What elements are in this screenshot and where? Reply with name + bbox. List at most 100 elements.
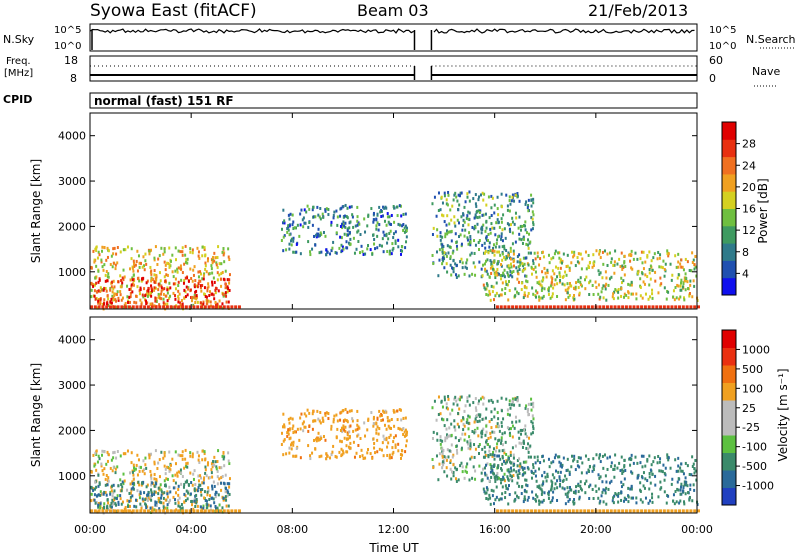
power-echo-cell (489, 292, 492, 296)
velocity-echo-cell (670, 482, 673, 486)
power-echo-cell (150, 305, 154, 309)
velocity-echo-cell (358, 426, 361, 430)
velocity-echo-cell (180, 502, 183, 506)
velocity-echo-cell (130, 451, 133, 455)
velocity-echo-cell (321, 416, 324, 420)
power-echo-cell (381, 244, 384, 248)
velocity-echo-cell (516, 399, 519, 403)
power-echo-cell (91, 283, 94, 287)
velocity-echo-cell (164, 472, 167, 476)
velocity-echo-cell (651, 496, 654, 500)
velocity-echo-cell (200, 493, 203, 497)
velocity-echo-cell (488, 479, 491, 483)
power-echo-cell (174, 294, 177, 298)
power-echo-cell (287, 228, 290, 232)
power-echo-cell (584, 250, 587, 254)
power-echo-cell (342, 222, 345, 226)
y-tick-label: 2000 (58, 220, 86, 233)
power-echo-cell (139, 305, 143, 309)
velocity-echo-cell (215, 467, 218, 471)
power-echo-cell (468, 199, 471, 203)
velocity-echo-cell (354, 428, 357, 432)
velocity-echo-cell (679, 499, 682, 503)
velocity-echo-cell (145, 506, 148, 510)
velocity-echo-cell (148, 453, 151, 457)
velocity-echo-cell (480, 435, 483, 439)
power-echo-cell (657, 291, 660, 295)
power-echo-cell (491, 249, 494, 253)
power-echo-cell (522, 296, 525, 300)
power-echo-cell (490, 262, 493, 266)
power-echo-cell (621, 305, 625, 309)
power-echo-cell (443, 220, 446, 224)
power-echo-cell (663, 286, 666, 290)
power-echo-cell (485, 238, 488, 242)
power-echo-cell (215, 261, 218, 265)
power-echo-cell (124, 305, 128, 309)
x-tick-label: 16:00 (479, 523, 511, 536)
power-echo-cell (110, 254, 113, 258)
velocity-echo-cell (344, 407, 347, 411)
power-echo-cell (523, 284, 526, 288)
power-echo-cell (225, 294, 228, 298)
velocity-echo-cell (388, 453, 391, 457)
power-echo-cell (363, 217, 366, 221)
power-echo-cell (488, 289, 491, 293)
velocity-echo-cell (111, 498, 114, 502)
power-echo-cell (659, 276, 662, 280)
velocity-colorbar-frame (721, 329, 737, 506)
velocity-echo-cell (398, 408, 401, 412)
power-echo-cell (448, 222, 451, 226)
velocity-echo-cell (136, 453, 139, 457)
power-echo-cell (98, 277, 101, 281)
velocity-echo-cell (446, 448, 449, 452)
power-echo-cell (197, 250, 200, 254)
power-echo-cell (184, 295, 187, 299)
power-echo-cell (163, 260, 166, 264)
power-echo-cell (639, 285, 642, 289)
velocity-echo-cell (166, 465, 169, 469)
velocity-echo-cell (577, 456, 580, 460)
power-echo-cell (547, 253, 550, 257)
velocity-echo-cell (630, 484, 633, 488)
velocity-echo-cell (641, 476, 644, 480)
power-echo-cell (393, 220, 396, 224)
velocity-echo-cell (673, 502, 676, 506)
velocity-echo-cell (186, 497, 189, 501)
power-echo-cell (135, 305, 139, 309)
power-echo-cell (522, 264, 525, 268)
velocity-echo-cell (493, 457, 496, 461)
power-echo-cell (281, 221, 284, 225)
velocity-echo-cell (350, 409, 353, 413)
velocity-echo-cell (97, 473, 100, 477)
velocity-echo-cell (183, 466, 186, 470)
velocity-echo-cell (530, 397, 533, 401)
velocity-echo-cell (190, 503, 193, 507)
velocity-echo-cell (299, 456, 302, 460)
power-echo-cell (482, 213, 485, 217)
power-echo-cell (535, 295, 538, 299)
power-echo-cell (187, 287, 190, 291)
velocity-echo-cell (356, 427, 359, 431)
velocity-echo-cell (601, 454, 604, 458)
velocity-echo-cell (511, 446, 514, 450)
power-echo-cell (496, 218, 499, 222)
power-echo-cell (548, 286, 551, 290)
power-echo-cell (509, 230, 512, 234)
velocity-echo-cell (685, 509, 689, 513)
power-echo-cell (196, 300, 199, 304)
power-echo-cell (190, 295, 193, 299)
velocity-echo-cell (177, 484, 180, 488)
velocity-echo-cell (697, 509, 700, 513)
velocity-echo-cell (295, 446, 298, 450)
power-echo-cell (660, 265, 663, 269)
power-echo-cell (518, 253, 521, 257)
power-echo-cell (688, 294, 691, 298)
velocity-echo-cell (195, 501, 198, 505)
power-echo-cell (145, 262, 148, 266)
power-echo-cell (433, 195, 436, 199)
velocity-echo-cell (226, 509, 230, 513)
power-echo-cell (506, 264, 509, 268)
power-echo-cell (468, 274, 471, 278)
velocity-echo-cell (511, 509, 515, 513)
